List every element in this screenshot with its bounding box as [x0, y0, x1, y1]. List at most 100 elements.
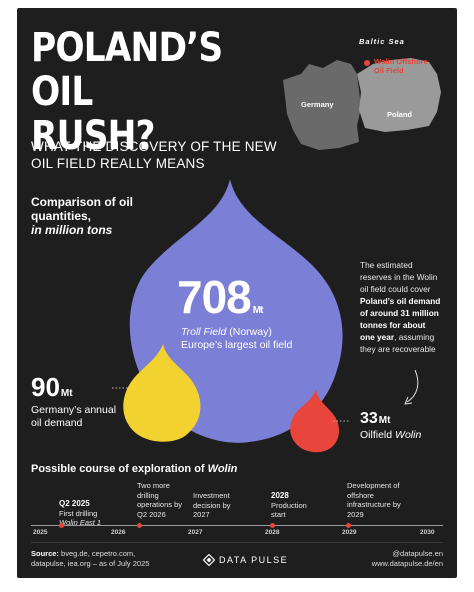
event-2-line-2: drilling — [137, 490, 159, 500]
wolin-value: 33Mt — [360, 410, 390, 428]
wolin-value-number: 33 — [360, 410, 378, 427]
timeline-event-2: Two more drilling operations by Q2 2026 — [137, 481, 182, 519]
estimate-bold-4: one year — [360, 332, 395, 342]
footer-divider — [31, 542, 443, 543]
comparison-line-2: quantities, — [31, 209, 92, 223]
source-label: Source: — [31, 549, 59, 558]
estimate-line-5: they are recoverable — [360, 344, 436, 354]
germany-caption-1: Germany’s annual — [31, 404, 117, 416]
troll-desc: Europe’s largest oil field — [181, 339, 293, 351]
event-3-line-3: 2027 — [193, 510, 210, 519]
wolin-value-unit: Mt — [378, 415, 391, 426]
page-title: POLAND’S OIL RUSH? — [31, 26, 246, 158]
timeline-title: Possible course of exploration of Wolin — [31, 463, 237, 475]
germany-drop — [123, 344, 201, 442]
year-2028: 2028 — [265, 529, 280, 536]
year-2030: 2030 — [420, 529, 435, 536]
troll-value: 708 Mt — [177, 270, 264, 324]
timeline-event-5: Development of offshore infrastructure b… — [347, 481, 401, 519]
event-5-line-3: infrastructure by — [347, 500, 401, 509]
estimate-bold-2: of around 31 million — [360, 308, 439, 318]
year-2029: 2029 — [342, 529, 357, 536]
event-5-line-2: offshore — [347, 490, 374, 500]
year-2025: 2025 — [33, 529, 48, 536]
event-5-line-4: 2029 — [347, 509, 364, 519]
estimate-bold-1: Poland’s oil demand — [360, 296, 441, 306]
footer-source: Source: bveg.de, cepetro.com, datapulse,… — [31, 549, 149, 569]
germany-label: Germany — [301, 100, 334, 109]
timeline-event-1: Q2 2025 First drilling Wolin East 1 — [59, 499, 101, 528]
title-line-2: RUSH? — [31, 113, 156, 159]
event-4-line-2: start — [271, 510, 286, 519]
event-2-line-1: Two more — [137, 481, 170, 490]
year-2027: 2027 — [188, 529, 203, 536]
estimate-line-2: reserves in the Wolin — [360, 272, 438, 282]
germany-value-number: 90 — [31, 372, 60, 402]
event-1-date: Q2 2025 — [59, 499, 90, 508]
poland-shape — [357, 58, 441, 132]
brand-name: DATA PULSE — [219, 555, 289, 565]
pulse-logo-icon — [203, 554, 215, 566]
timeline-event-4: 2028 Production start — [271, 491, 307, 520]
comparison-line-1: Comparison of oil — [31, 195, 133, 209]
germany-value: 90Mt — [31, 372, 73, 403]
comparison-line-3: in million tons — [31, 223, 113, 237]
estimate-line-3: oil field could cover — [360, 284, 431, 294]
estimate-line-4: , assuming — [394, 332, 435, 342]
wolin-map-label-2: Oil Field — [374, 66, 404, 75]
timeline-title-name: Wolin — [207, 463, 238, 475]
region-map: Baltic Sea Wolin Offshore Oil Field Germ… — [283, 37, 441, 150]
poland-label: Poland — [387, 110, 412, 119]
event-4-line-1: Production — [271, 500, 307, 510]
germany-caption: Germany’s annual oil demand — [31, 404, 141, 430]
troll-value-unit: Mt — [252, 305, 264, 316]
estimate-note: The estimated reserves in the Wolin oil … — [360, 259, 457, 355]
timeline-title-text: Possible course of exploration of — [31, 463, 205, 475]
estimate-bold-3: tonnes for about — [360, 320, 426, 330]
page-subtitle: WHAT THE DISCOVERY OF THE NEW OIL FIELD … — [31, 138, 291, 172]
event-2-line-4: Q2 2026 — [137, 509, 166, 519]
estimate-line-1: The estimated — [360, 260, 413, 270]
timeline-event-3: Investment decision by 2027 — [193, 491, 231, 520]
source-line-1: bveg.de, cepetro.com, — [61, 549, 136, 558]
germany-value-unit: Mt — [60, 388, 73, 399]
year-2026: 2026 — [111, 529, 126, 536]
wolin-drop — [290, 389, 339, 453]
timeline-dot-1 — [59, 523, 64, 528]
source-line-2: datapulse, iea.org – as of July 2025 — [31, 559, 150, 568]
event-5-line-1: Development of — [347, 481, 400, 490]
comparison-title: Comparison of oil quantities, in million… — [31, 195, 181, 237]
wolin-label: Oilfield — [360, 429, 393, 441]
troll-caption: Troll Field (Norway) Europe’s largest oi… — [181, 326, 292, 352]
event-2-line-3: operations by — [137, 500, 183, 509]
timeline-axis — [31, 525, 443, 526]
wolin-caption: Oilfield Wolin — [360, 429, 421, 441]
social-handle[interactable]: @datapulse.en — [392, 549, 443, 558]
infographic-card: POLAND’S OIL RUSH? WHAT THE DISCOVERY OF… — [17, 8, 457, 578]
title-line-1: POLAND’S OIL — [31, 25, 223, 115]
germany-caption-2: oil demand — [31, 417, 83, 429]
event-3-line-2: decision by — [193, 500, 231, 510]
subtitle-line-1: WHAT THE DISCOVERY OF THE NEW — [31, 139, 277, 154]
timeline-dot-3 — [270, 523, 275, 528]
wolin-map-label-1: Wolin Offshore — [374, 57, 428, 66]
timeline-dot-4 — [346, 523, 351, 528]
website-link[interactable]: www.datapulse.de/en — [371, 559, 443, 568]
footer-contact: @datapulse.en www.datapulse.de/en — [347, 549, 443, 569]
event-4-date: 2028 — [271, 491, 289, 500]
brand-logo: DATA PULSE — [203, 554, 288, 566]
wolin-marker-icon — [364, 60, 370, 66]
subtitle-line-2: OIL FIELD REALLY MEANS — [31, 156, 205, 171]
arrow-head-icon — [404, 396, 413, 405]
troll-country: (Norway) — [229, 326, 272, 338]
oil-drops — [112, 179, 419, 453]
troll-value-number: 708 — [177, 271, 252, 323]
troll-name: Troll Field — [181, 326, 227, 338]
event-1-line-2: Wolin East 1 — [59, 518, 102, 527]
wolin-name: Wolin — [395, 429, 422, 441]
event-3-line-1: Investment — [193, 491, 230, 500]
germany-shape — [283, 60, 361, 150]
baltic-sea-label: Baltic Sea — [359, 37, 405, 46]
curved-arrow-icon — [406, 369, 419, 403]
event-1-line-1: First drilling — [59, 508, 98, 518]
